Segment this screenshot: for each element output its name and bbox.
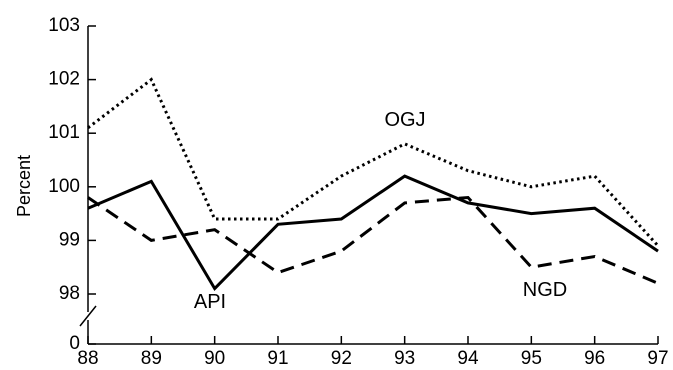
y-tick-label: 98	[59, 283, 80, 304]
y-axis-break-mark	[79, 305, 97, 327]
x-tick-label: 96	[584, 348, 605, 369]
y-tick-label: 100	[48, 176, 80, 197]
x-tick-label: 93	[394, 348, 415, 369]
y-zero-label: 0	[69, 333, 80, 354]
y-tick-label: 102	[48, 69, 80, 90]
series-line-ogj	[87, 77, 660, 247]
x-tick-label: 88	[77, 348, 98, 369]
y-tick-label: 101	[48, 122, 80, 143]
y-tick-label: 103	[48, 15, 80, 36]
series-label-ngd: NGD	[523, 279, 567, 301]
series-label-api: API	[194, 291, 226, 313]
x-tick-label: 90	[204, 348, 225, 369]
y-ticks: 98 99 100 101 102 103	[48, 15, 96, 304]
x-tick-label: 94	[457, 348, 479, 369]
x-tick-label: 92	[331, 348, 352, 369]
x-tick-label: 91	[267, 348, 288, 369]
x-ticks: 88 89 90 91 92 93 94 95 96 97	[77, 336, 669, 369]
series-label-ogj: OGJ	[384, 109, 425, 131]
series-lines	[87, 77, 660, 292]
x-tick-label: 89	[141, 348, 162, 369]
x-tick-label: 95	[521, 348, 542, 369]
y-axis-title: Percent	[14, 155, 34, 217]
y-tick-label: 99	[59, 229, 80, 250]
series-line-api	[87, 174, 659, 292]
series-line-ngd	[87, 195, 659, 285]
x-tick-label: 97	[647, 348, 668, 369]
